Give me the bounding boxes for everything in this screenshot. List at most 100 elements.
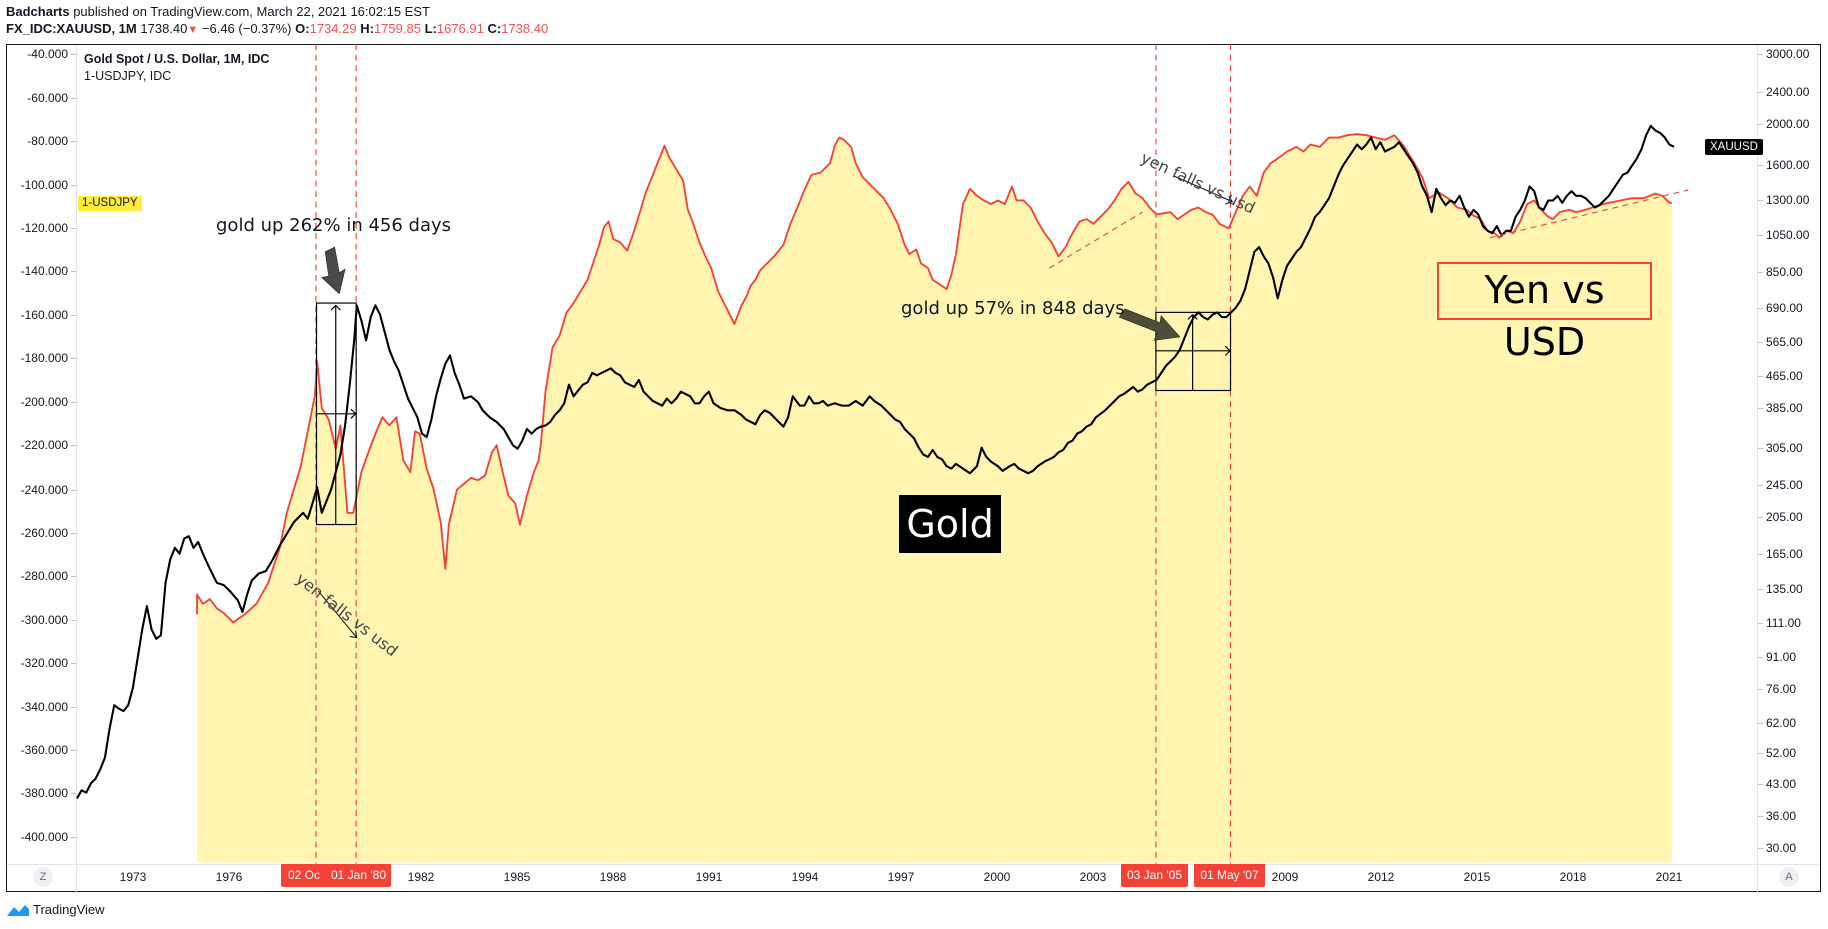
time-axis-label: 2012 (1367, 870, 1395, 884)
right-axis-label: 690.00 (1758, 301, 1803, 315)
low-value: 1676.91 (436, 21, 484, 36)
time-axis-label: 2015 (1463, 870, 1491, 884)
time-axis-label: 2018 (1559, 870, 1587, 884)
yen-line (196, 133, 1672, 624)
date-flag-jan-2005: 03 Jan '05 (1121, 864, 1188, 887)
date-flag-may-2007: 01 May '07 (1194, 864, 1265, 887)
left-axis-label: -320.000 (8, 656, 76, 670)
left-axis-label: -180.000 (8, 351, 76, 365)
time-axis-label: 1973 (119, 870, 147, 884)
yen-falls-arrows (317, 175, 1234, 639)
right-axis-label: 385.00 (1758, 401, 1803, 415)
xauusd-price-tag: XAUUSD (1705, 139, 1763, 155)
time-axis-label: 2000 (983, 870, 1011, 884)
main-series-legend[interactable]: Gold Spot / U.S. Dollar, 1M, IDC (84, 52, 270, 66)
time-axis-label: 1994 (791, 870, 819, 884)
right-axis-label: 205.00 (1758, 510, 1803, 524)
right-axis-label: 305.00 (1758, 441, 1803, 455)
high-value: 1759.85 (373, 21, 421, 36)
time-axis-label: 2021 (1655, 870, 1683, 884)
left-axis-label: -60.000 (8, 91, 76, 105)
auto-scale-button[interactable]: A (1779, 867, 1799, 887)
open-value: 1734.29 (309, 21, 357, 36)
date-flag-oct-1978: 02 Oc (281, 864, 331, 887)
time-axis-label: 1985 (503, 870, 531, 884)
left-axis-label: -160.000 (8, 308, 76, 322)
trend-lines (1048, 189, 1689, 269)
time-axis-label: 2003 (1079, 870, 1107, 884)
left-axis-label: -340.000 (8, 700, 76, 714)
right-axis-label: 43.00 (1757, 777, 1797, 791)
left-axis-label: -400.000 (8, 830, 76, 844)
down-arrow-icon: ▼ (187, 24, 199, 36)
right-axis-label: 245.00 (1758, 478, 1803, 492)
time-axis-label: 2009 (1271, 870, 1299, 884)
zoom-reset-button[interactable]: Z (33, 867, 53, 887)
left-axis-label: -240.000 (8, 483, 76, 497)
tradingview-logo-icon (7, 904, 29, 916)
time-axis-label: 1997 (887, 870, 915, 884)
time-axis-divider (7, 864, 1820, 865)
right-axis-label: 565.00 (1758, 335, 1803, 349)
published-text: published on TradingView.com, March 22, … (69, 4, 430, 19)
left-axis-divider (76, 45, 77, 892)
author-name[interactable]: Badcharts (6, 4, 70, 19)
right-axis-label: 36.00 (1757, 809, 1797, 823)
right-axis-label: 111.00 (1758, 616, 1801, 630)
price-change: −6.46 (−0.37%) (201, 21, 292, 36)
right-axis-divider (1757, 45, 1758, 892)
right-axis-label: 1600.00 (1757, 158, 1810, 172)
right-axis-label: 1300.00 (1757, 193, 1810, 207)
left-axis-label: -140.000 (8, 264, 76, 278)
left-axis-label: -200.000 (8, 395, 76, 409)
right-axis-label: 2000.00 (1757, 117, 1810, 131)
usdjpy-series-tag: 1-USDJPY (78, 196, 142, 211)
time-axis-label: 1988 (599, 870, 627, 884)
time-axis-label: 1982 (407, 870, 435, 884)
symbol-name: FX_IDC:XAUUSD, 1M (6, 21, 137, 36)
open-label: O: (295, 21, 310, 36)
gold-label: Gold (899, 495, 1001, 553)
low-label: L: (424, 21, 437, 36)
right-axis-label: 2400.00 (1757, 85, 1810, 99)
right-axis-label: 135.00 (1758, 582, 1803, 596)
left-axis-label: -380.000 (8, 786, 76, 800)
annotation-gold-57: gold up 57% in 848 days (901, 298, 1125, 319)
annotation-gold-262: gold up 262% in 456 days (216, 215, 452, 236)
right-axis-label: 52.00 (1757, 746, 1797, 760)
pointer-arrow-2 (1118, 308, 1181, 341)
pointer-arrow-1 (321, 246, 346, 295)
right-axis-label: 850.00 (1758, 265, 1803, 279)
measure-box-1 (315, 302, 357, 526)
right-axis-label: 3000.00 (1757, 47, 1810, 61)
right-axis-label: 1050.00 (1757, 228, 1810, 242)
gold-line (76, 124, 1675, 799)
left-axis-label: -300.000 (8, 613, 76, 627)
last-price: 1738.40 (140, 21, 188, 36)
high-label: H: (360, 21, 374, 36)
trend-line-2002 (1048, 211, 1143, 269)
left-axis-label: -220.000 (8, 438, 76, 452)
left-axis-label: -360.000 (8, 743, 76, 757)
right-axis-label: 62.00 (1757, 716, 1797, 730)
right-axis-label: 91.00 (1757, 650, 1797, 664)
time-axis-label: 1976 (215, 870, 243, 884)
left-axis-label: -280.000 (8, 569, 76, 583)
left-axis-label: -40.000 (8, 47, 76, 61)
left-axis-label: -80.000 (8, 134, 76, 148)
left-axis-label: -120.000 (8, 221, 76, 235)
chart-frame[interactable] (6, 44, 1821, 892)
date-flag-jan-1980: 01 Jan '80 (326, 864, 391, 887)
time-axis-label: 1991 (695, 870, 723, 884)
right-axis-label: 76.00 (1757, 682, 1797, 696)
left-axis-label: -100.000 (8, 178, 76, 192)
close-value: 1738.40 (501, 21, 549, 36)
trend-line-2015 (1489, 189, 1689, 239)
left-axis-label: -260.000 (8, 526, 76, 540)
publish-info: Badcharts published on TradingView.com, … (6, 4, 430, 19)
right-axis-label: 30.00 (1757, 841, 1797, 855)
compare-series-legend[interactable]: 1-USDJPY, IDC (84, 69, 172, 83)
right-axis-label: 165.00 (1758, 547, 1803, 561)
tradingview-brand[interactable]: TradingView (6, 902, 105, 917)
